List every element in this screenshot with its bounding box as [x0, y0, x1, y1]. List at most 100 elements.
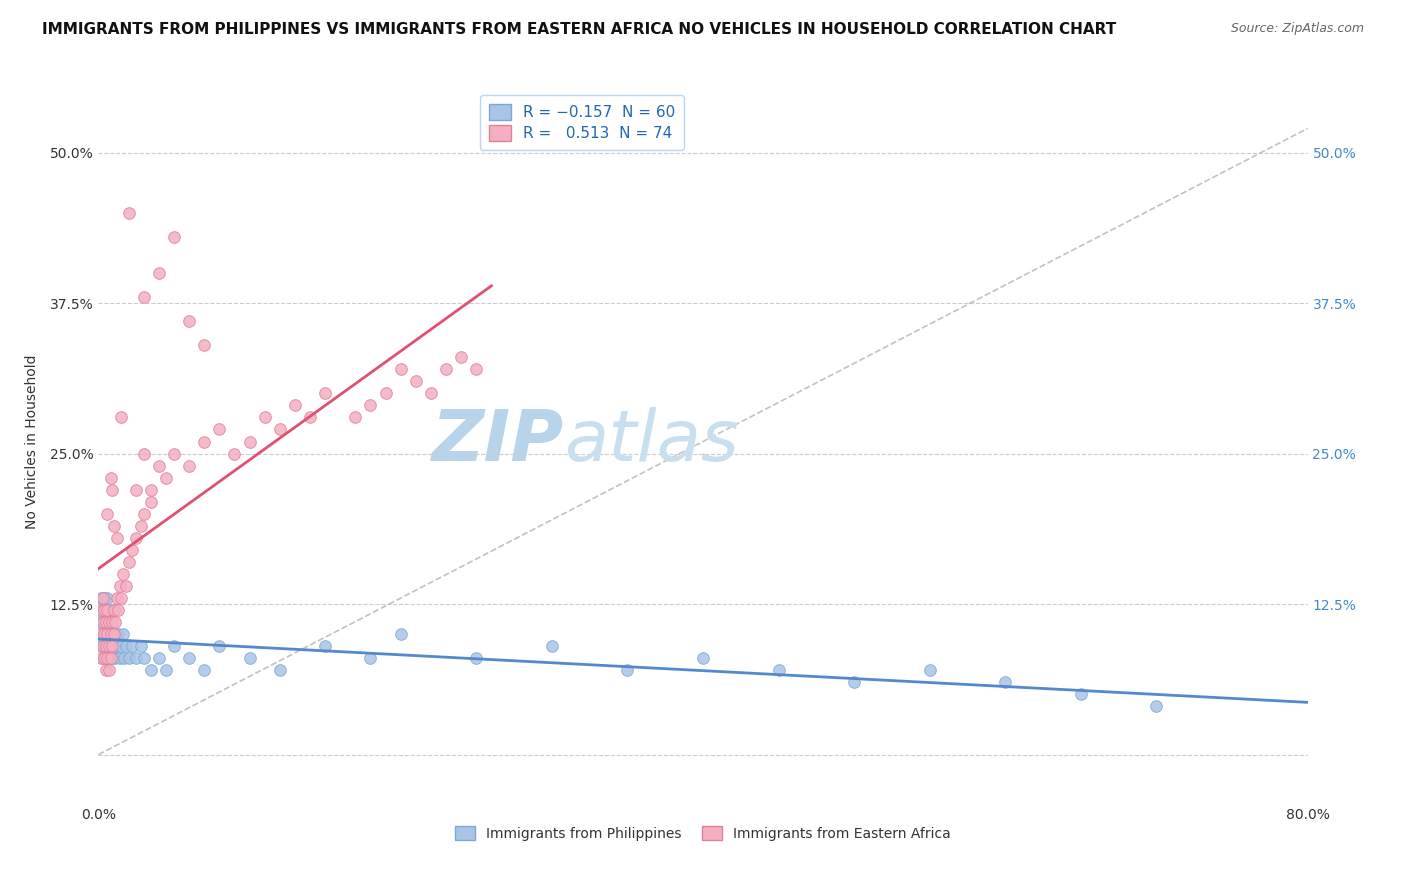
- Point: [918, 664, 941, 678]
- Point: [98, 603, 121, 617]
- Point: [93, 615, 115, 630]
- Point: [105, 531, 128, 545]
- Point: [110, 410, 132, 425]
- Point: [98, 615, 121, 630]
- Point: [90, 651, 112, 665]
- Point: [163, 446, 186, 460]
- Point: [103, 603, 125, 617]
- Point: [450, 350, 472, 364]
- Point: [360, 398, 382, 412]
- Point: [239, 434, 262, 449]
- Point: [844, 675, 866, 690]
- Point: [141, 483, 163, 497]
- Point: [389, 362, 412, 376]
- Point: [103, 639, 125, 653]
- Point: [118, 651, 141, 665]
- Point: [110, 639, 132, 653]
- Point: [100, 627, 122, 641]
- Point: [100, 639, 122, 653]
- Point: [96, 639, 118, 653]
- Point: [125, 483, 148, 497]
- Point: [125, 531, 148, 545]
- Point: [314, 639, 336, 653]
- Point: [360, 651, 382, 665]
- Text: atlas: atlas: [564, 407, 738, 476]
- Text: Source: ZipAtlas.com: Source: ZipAtlas.com: [1230, 22, 1364, 36]
- Point: [108, 579, 131, 593]
- Point: [193, 434, 215, 449]
- Point: [155, 664, 177, 678]
- Point: [114, 579, 136, 593]
- Point: [148, 458, 170, 473]
- Point: [93, 651, 115, 665]
- Point: [91, 639, 114, 653]
- Point: [540, 639, 562, 653]
- Point: [768, 664, 790, 678]
- Y-axis label: No Vehicles in Household: No Vehicles in Household: [24, 354, 38, 529]
- Point: [93, 627, 115, 641]
- Point: [692, 651, 714, 665]
- Point: [94, 627, 117, 641]
- Point: [94, 639, 117, 653]
- Point: [163, 230, 186, 244]
- Point: [118, 205, 141, 219]
- Point: [103, 603, 125, 617]
- Point: [94, 664, 117, 678]
- Point: [179, 651, 201, 665]
- Point: [90, 591, 112, 606]
- Point: [994, 675, 1017, 690]
- Point: [90, 603, 112, 617]
- Point: [101, 627, 124, 641]
- Point: [299, 410, 322, 425]
- Point: [108, 651, 131, 665]
- Point: [98, 627, 121, 641]
- Point: [98, 664, 121, 678]
- Point: [112, 651, 135, 665]
- Point: [93, 591, 115, 606]
- Point: [132, 446, 155, 460]
- Point: [129, 519, 152, 533]
- Point: [93, 639, 115, 653]
- Point: [94, 615, 117, 630]
- Point: [98, 639, 121, 653]
- Point: [121, 542, 143, 557]
- Point: [96, 627, 118, 641]
- Point: [101, 651, 124, 665]
- Point: [616, 664, 638, 678]
- Point: [104, 651, 127, 665]
- Point: [1144, 699, 1167, 714]
- Point: [96, 603, 118, 617]
- Point: [105, 591, 128, 606]
- Point: [132, 651, 155, 665]
- Point: [163, 639, 186, 653]
- Point: [148, 266, 170, 280]
- Point: [141, 664, 163, 678]
- Point: [125, 651, 148, 665]
- Point: [179, 458, 201, 473]
- Point: [1070, 687, 1092, 701]
- Point: [103, 627, 125, 641]
- Point: [100, 615, 122, 630]
- Point: [104, 615, 127, 630]
- Point: [239, 651, 262, 665]
- Point: [269, 664, 291, 678]
- Point: [193, 338, 215, 352]
- Point: [224, 446, 246, 460]
- Point: [465, 651, 488, 665]
- Point: [91, 627, 114, 641]
- Point: [269, 423, 291, 437]
- Point: [141, 494, 163, 508]
- Point: [96, 507, 118, 521]
- Point: [111, 567, 134, 582]
- Point: [91, 651, 114, 665]
- Point: [148, 651, 170, 665]
- Point: [101, 615, 124, 630]
- Point: [91, 591, 114, 606]
- Point: [208, 639, 231, 653]
- Point: [110, 591, 132, 606]
- Point: [91, 603, 114, 617]
- Point: [94, 603, 117, 617]
- Point: [434, 362, 457, 376]
- Point: [96, 615, 118, 630]
- Point: [105, 639, 128, 653]
